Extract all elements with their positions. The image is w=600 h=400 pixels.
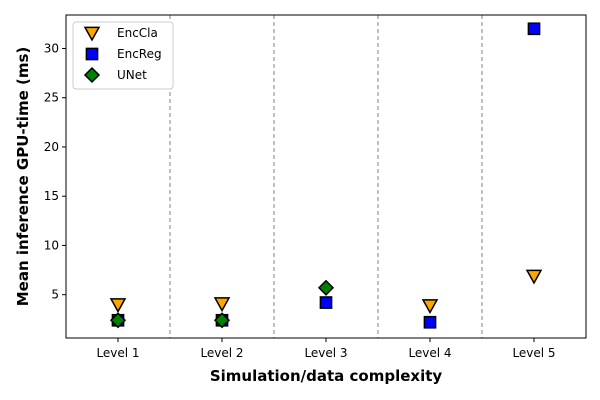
- point-enccla: [525, 269, 543, 285]
- point-encreg: [423, 315, 437, 329]
- point-unet: [213, 312, 231, 329]
- legend-marker-enccla: [83, 26, 101, 42]
- point-unet: [317, 279, 335, 296]
- point-enccla: [421, 299, 439, 315]
- point-encreg: [527, 22, 541, 36]
- point-enccla: [213, 297, 231, 313]
- y-tick-label: 25: [44, 91, 59, 105]
- legend-label-encreg: EncReg: [117, 47, 162, 61]
- x-axis-ticks: Level 1 Level 2 Level 3 Level 4 Level 5: [96, 338, 556, 360]
- level-separators: [169, 15, 483, 338]
- legend-label-unet: UNet: [117, 68, 147, 82]
- legend-box: [72, 21, 174, 90]
- point-enccla: [109, 298, 127, 314]
- y-tick-label: 20: [44, 140, 59, 154]
- x-tick-label: Level 1: [96, 346, 139, 360]
- y-tick-label: 5: [51, 288, 59, 302]
- x-tick-label: Level 2: [200, 346, 243, 360]
- y-axis-ticks: 5 10 15 20 25 30: [44, 41, 66, 302]
- y-tick-label: 10: [44, 238, 59, 252]
- legend-marker-unet: [83, 66, 101, 84]
- point-unet: [109, 312, 127, 329]
- legend: EncCla EncReg UNet: [72, 21, 174, 90]
- legend-marker-encreg: [85, 47, 99, 61]
- data-points: [109, 22, 543, 329]
- x-tick-label: Level 3: [304, 346, 347, 360]
- x-tick-label: Level 5: [512, 346, 555, 360]
- point-encreg: [319, 296, 333, 309]
- y-tick-label: 15: [44, 189, 59, 203]
- x-tick-label: Level 4: [408, 346, 451, 360]
- legend-label-enccla: EncCla: [117, 26, 158, 40]
- y-tick-label: 30: [44, 41, 59, 55]
- y-axis-title: Mean inference GPU-time (ms): [14, 47, 32, 307]
- x-axis-title: Simulation/data complexity: [210, 367, 443, 385]
